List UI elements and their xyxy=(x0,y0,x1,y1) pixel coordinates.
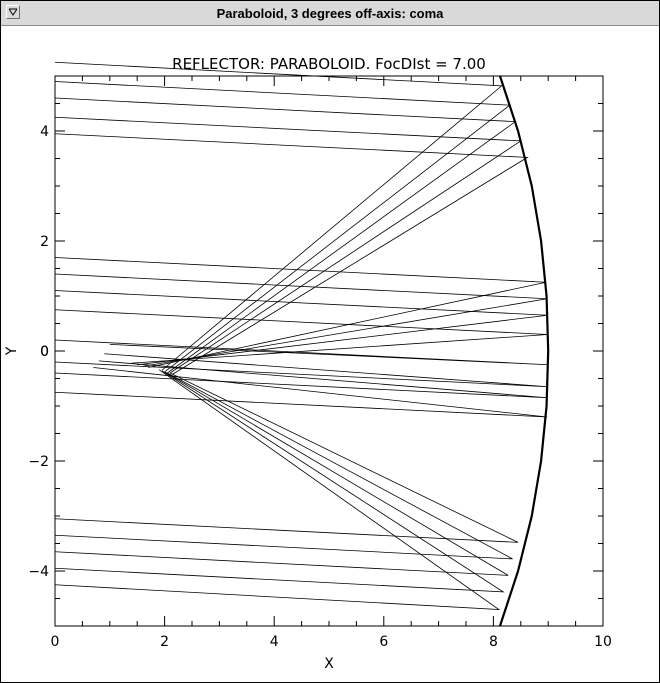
window-titlebar[interactable]: Paraboloid, 3 degrees off-axis: coma xyxy=(1,1,659,26)
x-tick-label: 0 xyxy=(51,634,60,650)
y-tick-label: 4 xyxy=(40,124,49,140)
ray-6 xyxy=(54,257,547,368)
ray-14 xyxy=(54,372,519,543)
ray-12 xyxy=(54,360,548,399)
y-axis-label: Y xyxy=(4,346,20,356)
ray-13 xyxy=(54,367,548,418)
x-tick-label: 8 xyxy=(489,634,498,650)
x-tick-label: 4 xyxy=(270,634,279,650)
paraboloid-mirror xyxy=(498,75,550,627)
ray-5 xyxy=(54,133,529,375)
ray-4 xyxy=(54,116,523,374)
x-tick-label: 2 xyxy=(160,634,169,650)
ray-3 xyxy=(54,97,517,374)
ray-10 xyxy=(54,339,549,366)
window-title: Paraboloid, 3 degrees off-axis: coma xyxy=(216,6,444,21)
y-tick-label: 0 xyxy=(40,344,49,360)
window-menu-button[interactable] xyxy=(6,5,20,19)
ray-11 xyxy=(54,353,549,388)
ray-16 xyxy=(54,371,509,576)
ray-18 xyxy=(54,369,501,610)
y-tick-label: 0 xyxy=(40,344,49,360)
chart-title: REFLECTOR: PARABOLOID. FocDIst = 7.00 xyxy=(172,55,486,73)
x-tick-label: 10 xyxy=(594,634,612,650)
y-tick-label: 2 xyxy=(40,234,49,250)
y-tick-label: −4 xyxy=(28,564,49,580)
ray-15 xyxy=(54,372,513,560)
x-axis-label: X xyxy=(324,656,334,672)
down-triangle-icon xyxy=(9,8,17,16)
x-tick-label: 6 xyxy=(379,634,388,650)
ray-17 xyxy=(54,370,505,593)
plot-frame xyxy=(54,75,604,627)
y-tick-label: −2 xyxy=(28,454,49,470)
ray-1 xyxy=(54,61,503,371)
ray-9 xyxy=(54,309,548,364)
rays xyxy=(54,61,549,610)
ray-trace-chart: REFLECTOR: PARABOLOID. FocDIst = 7.00 0 2… xyxy=(4,55,612,672)
